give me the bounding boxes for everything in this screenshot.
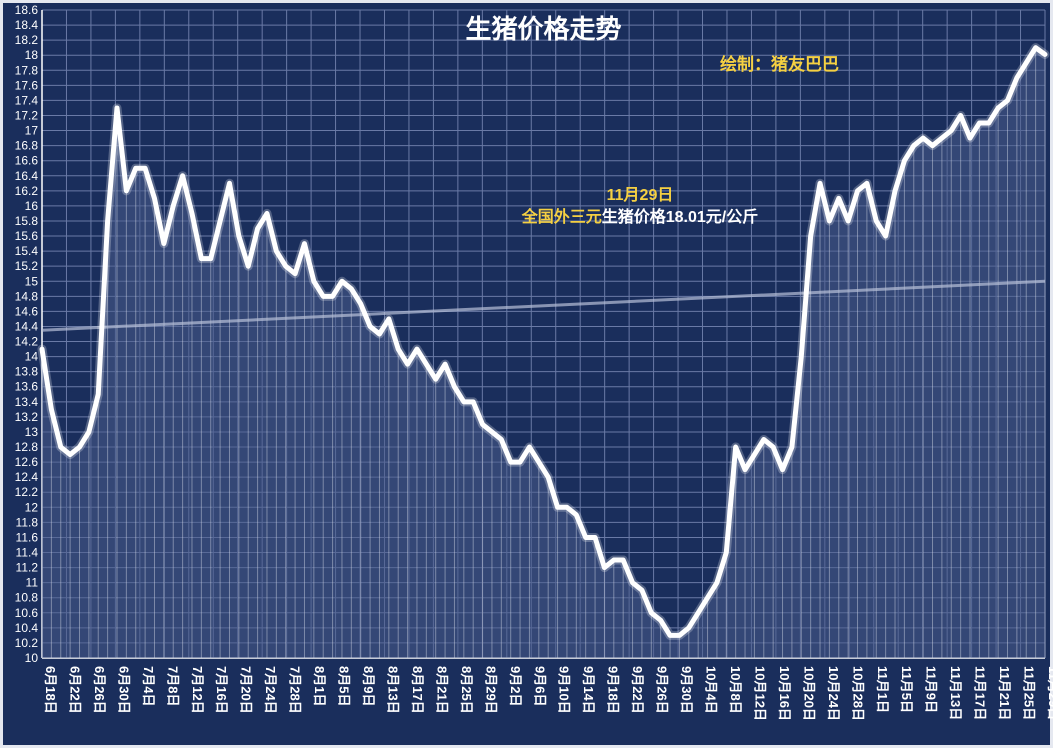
svg-text:9月14日: 9月14日: [581, 666, 596, 714]
svg-text:11月29日: 11月29日: [607, 186, 674, 204]
svg-text:18.6: 18.6: [15, 3, 39, 17]
svg-text:16.4: 16.4: [15, 169, 39, 183]
svg-text:10.8: 10.8: [15, 591, 39, 605]
svg-text:11: 11: [26, 576, 39, 590]
svg-text:8月17日: 8月17日: [410, 666, 425, 714]
svg-text:10月20日: 10月20日: [801, 666, 816, 721]
svg-text:11.8: 11.8: [16, 515, 39, 529]
svg-text:17.2: 17.2: [15, 108, 39, 122]
svg-text:10月28日: 10月28日: [850, 666, 865, 721]
svg-text:11月9日: 11月9日: [924, 666, 939, 713]
svg-text:16.8: 16.8: [15, 139, 39, 153]
svg-text:7月4日: 7月4日: [141, 666, 156, 706]
svg-text:7月20日: 7月20日: [239, 666, 254, 714]
svg-text:6月26日: 6月26日: [92, 666, 107, 714]
svg-text:16.6: 16.6: [15, 154, 39, 168]
svg-text:11月5日: 11月5日: [899, 666, 914, 713]
svg-text:6月30日: 6月30日: [116, 666, 131, 714]
svg-text:9月26日: 9月26日: [655, 666, 670, 714]
svg-text:11.6: 11.6: [16, 530, 39, 544]
svg-text:8月9日: 8月9日: [361, 666, 376, 706]
svg-text:10.2: 10.2: [15, 636, 39, 650]
svg-text:绘制：猪友巴巴: 绘制：猪友巴巴: [720, 54, 839, 74]
chart-svg: 1010.210.410.610.81111.211.411.611.81212…: [0, 0, 1053, 748]
svg-text:12.6: 12.6: [15, 455, 39, 469]
svg-text:8月13日: 8月13日: [385, 666, 400, 714]
svg-text:13.8: 13.8: [15, 365, 39, 379]
svg-text:6月18日: 6月18日: [43, 666, 58, 714]
svg-text:7月12日: 7月12日: [190, 666, 205, 714]
svg-text:15: 15: [25, 274, 39, 288]
svg-text:10.4: 10.4: [15, 621, 39, 635]
svg-text:15.2: 15.2: [15, 259, 39, 273]
svg-text:11月29日: 11月29日: [1046, 666, 1053, 720]
svg-text:17: 17: [25, 124, 39, 138]
svg-text:9月18日: 9月18日: [606, 666, 621, 714]
svg-text:18: 18: [25, 48, 39, 62]
svg-text:8月5日: 8月5日: [337, 666, 352, 706]
svg-text:11月25日: 11月25日: [1022, 666, 1037, 720]
svg-text:17.8: 17.8: [15, 63, 39, 77]
svg-text:12.8: 12.8: [15, 440, 39, 454]
svg-text:16: 16: [25, 199, 39, 213]
svg-text:16.2: 16.2: [15, 184, 39, 198]
svg-text:7月8日: 7月8日: [165, 666, 180, 706]
svg-text:13.4: 13.4: [15, 395, 39, 409]
svg-text:9月30日: 9月30日: [679, 666, 694, 714]
svg-text:12.4: 12.4: [15, 470, 39, 484]
svg-text:7月24日: 7月24日: [263, 666, 278, 714]
svg-text:15.4: 15.4: [15, 244, 39, 258]
svg-text:7月28日: 7月28日: [288, 666, 303, 714]
svg-text:9月22日: 9月22日: [630, 666, 645, 714]
svg-text:11月17日: 11月17日: [973, 666, 988, 720]
svg-text:6月22日: 6月22日: [67, 666, 82, 714]
svg-text:15.6: 15.6: [15, 229, 39, 243]
svg-text:11月1日: 11月1日: [875, 666, 890, 713]
svg-text:14.2: 14.2: [15, 335, 39, 349]
svg-text:9月2日: 9月2日: [508, 666, 523, 706]
svg-text:14.6: 14.6: [15, 304, 39, 318]
svg-text:11月21日: 11月21日: [997, 666, 1012, 720]
svg-text:18.4: 18.4: [15, 18, 39, 32]
svg-text:11月13日: 11月13日: [948, 666, 963, 720]
svg-text:8月25日: 8月25日: [459, 666, 474, 714]
svg-text:9月10日: 9月10日: [557, 666, 572, 714]
svg-text:12: 12: [25, 500, 39, 514]
svg-text:8月29日: 8月29日: [483, 666, 498, 714]
svg-text:10月16日: 10月16日: [777, 666, 792, 721]
svg-text:15.8: 15.8: [15, 214, 39, 228]
svg-text:14.4: 14.4: [15, 319, 39, 333]
svg-text:12.2: 12.2: [15, 485, 39, 499]
svg-text:10月24日: 10月24日: [826, 666, 841, 721]
svg-text:8月21日: 8月21日: [434, 666, 449, 714]
svg-text:10: 10: [25, 651, 39, 665]
svg-text:13.6: 13.6: [15, 380, 39, 394]
svg-text:生猪价格走势: 生猪价格走势: [465, 14, 621, 44]
svg-text:9月6日: 9月6日: [532, 666, 547, 706]
svg-text:14: 14: [25, 350, 39, 364]
svg-text:11.2: 11.2: [16, 561, 39, 575]
svg-text:10月12日: 10月12日: [752, 666, 767, 721]
svg-text:11.4: 11.4: [16, 546, 39, 560]
svg-text:13.2: 13.2: [15, 410, 39, 424]
svg-text:13: 13: [25, 425, 39, 439]
svg-text:7月16日: 7月16日: [214, 666, 229, 714]
svg-text:10.6: 10.6: [15, 606, 39, 620]
svg-text:17.4: 17.4: [15, 93, 39, 107]
svg-text:8月1日: 8月1日: [312, 666, 327, 706]
svg-text:18.2: 18.2: [15, 33, 39, 47]
svg-text:10月4日: 10月4日: [704, 666, 719, 714]
svg-text:全国外三元生猪价格18.01元/公斤: 全国外三元生猪价格18.01元/公斤: [521, 207, 759, 226]
svg-text:10月8日: 10月8日: [728, 666, 743, 714]
svg-text:14.8: 14.8: [15, 289, 39, 303]
chart-container: 1010.210.410.610.81111.211.411.611.81212…: [0, 0, 1053, 748]
svg-text:17.6: 17.6: [15, 78, 39, 92]
